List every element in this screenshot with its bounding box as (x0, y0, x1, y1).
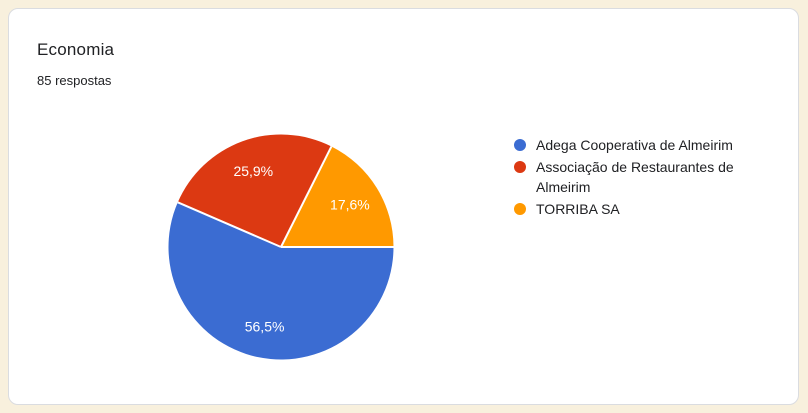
pie-slice-label: 17,6% (330, 197, 370, 213)
slice-separator (177, 201, 282, 248)
legend-swatch-icon (514, 139, 526, 151)
legend-swatch-icon (514, 161, 526, 173)
response-count: 85 respostas (37, 73, 112, 88)
legend-swatch-icon (514, 203, 526, 215)
chart-legend: Adega Cooperativa de Almeirim Associação … (514, 135, 759, 221)
pie-chart-svg[interactable]: 56,5% 25,9% 17,6% (167, 133, 395, 361)
legend-item: TORRIBA SA (514, 199, 759, 219)
pie-slice-label: 25,9% (233, 163, 273, 179)
pie-slice-label: 56,5% (245, 318, 285, 334)
slice-separator (280, 145, 333, 248)
pie-chart[interactable]: 56,5% 25,9% 17,6% (167, 133, 395, 361)
legend-item-label: TORRIBA SA (536, 201, 620, 217)
question-title: Economia (37, 40, 115, 59)
pie-slice-1[interactable] (168, 202, 394, 360)
legend-item-label: Adega Cooperativa de Almeirim (536, 137, 733, 153)
pie-slice-3[interactable] (281, 146, 394, 247)
legend-item: Associação de Restaurantes de Almeirim (514, 157, 759, 197)
legend-item-label: Associação de Restaurantes de Almeirim (536, 159, 734, 195)
question-summary-card: Economia 85 respostas 56,5% 25,9% 17,6% Ad… (8, 8, 799, 405)
legend-item: Adega Cooperativa de Almeirim (514, 135, 759, 155)
